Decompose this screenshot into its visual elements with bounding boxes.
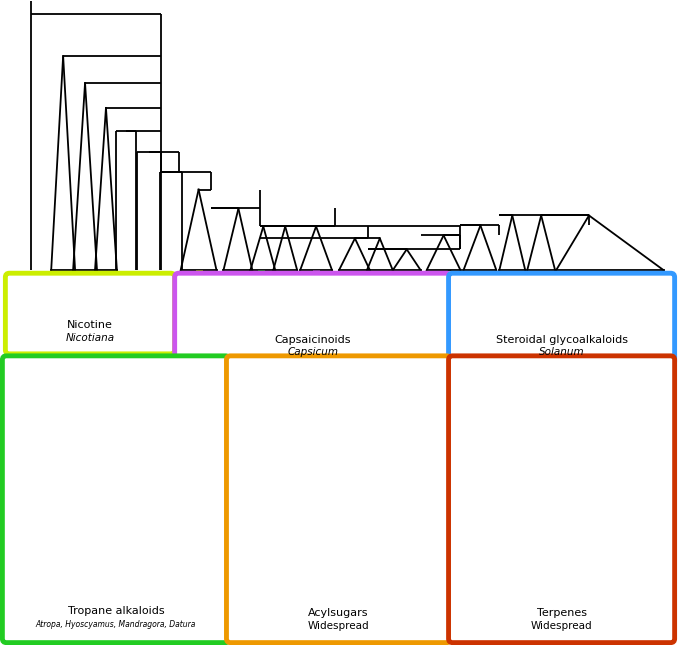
Text: Atropa, Hyoscyamus, Mandragora, Datura: Atropa, Hyoscyamus, Mandragora, Datura [36, 620, 196, 629]
Text: Datura: Datura [281, 275, 290, 301]
FancyBboxPatch shape [449, 273, 675, 366]
Text: Capsaicinoids: Capsaicinoids [274, 335, 351, 345]
Text: Petunia: Petunia [144, 275, 153, 304]
Text: Solanum: Solanum [539, 347, 584, 357]
Text: Mandragora: Mandragora [259, 275, 268, 321]
Text: Clade II: Clade II [571, 320, 607, 330]
Text: Widespread: Widespread [307, 620, 369, 631]
Text: Cestroideae: Cestroideae [80, 275, 90, 321]
Text: Capsicum: Capsicum [311, 275, 320, 313]
Text: Steroidal glycoalkaloids: Steroidal glycoalkaloids [496, 335, 628, 345]
Text: Terpenes: Terpenes [537, 608, 587, 618]
Text: Physalis: Physalis [350, 275, 360, 306]
FancyBboxPatch shape [3, 356, 229, 642]
Text: Acylsugars: Acylsugars [308, 608, 369, 618]
Text: Brunsfelsia: Brunsfelsia [166, 275, 175, 318]
Text: Tropane alkaloids: Tropane alkaloids [67, 606, 165, 616]
Text: Nicotiana: Nicotiana [65, 333, 115, 343]
Text: M Clade: M Clade [439, 275, 448, 306]
Text: Schizanthus: Schizanthus [121, 275, 131, 322]
Text: Potato Clade: Potato Clade [476, 275, 485, 324]
Text: Atropa: Atropa [234, 275, 243, 301]
Text: Goetzeoideae: Goetzeoideae [101, 275, 110, 328]
FancyBboxPatch shape [175, 273, 451, 366]
Text: Capsicum: Capsicum [287, 347, 338, 357]
Text: Widespread: Widespread [531, 620, 592, 631]
Text: Nicotine: Nicotine [67, 320, 113, 330]
Text: Nicotiana: Nicotiana [194, 275, 203, 311]
Text: Convolvulaceae: Convolvulaceae [27, 275, 36, 336]
Text: Thelopodium: Thelopodium [403, 275, 411, 325]
Text: Salpiglossis: Salpiglossis [58, 275, 67, 320]
Text: Brevantherum: Brevantherum [537, 275, 545, 330]
FancyBboxPatch shape [449, 356, 675, 642]
Text: Jaltomata: Jaltomata [375, 275, 384, 312]
Text: Cyphomandra: Cyphomandra [508, 275, 517, 329]
FancyBboxPatch shape [226, 356, 451, 642]
Text: Leptostemonum: Leptostemonum [619, 275, 628, 337]
Text: Solanaceae: Solanaceae [394, 294, 450, 304]
FancyBboxPatch shape [5, 273, 175, 354]
Text: Solanum: Solanum [468, 307, 511, 317]
